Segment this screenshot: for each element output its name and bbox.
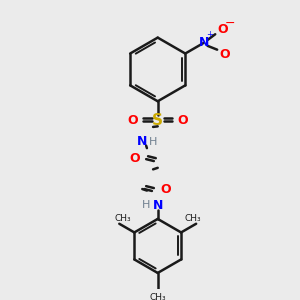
Text: O: O <box>129 152 140 165</box>
Text: CH₃: CH₃ <box>115 214 131 224</box>
Text: N: N <box>199 36 209 50</box>
Text: CH₃: CH₃ <box>184 214 201 224</box>
Text: N: N <box>152 199 163 212</box>
Text: O: O <box>178 114 188 127</box>
Text: H: H <box>149 137 157 147</box>
Text: N: N <box>137 135 148 148</box>
Text: O: O <box>160 182 171 196</box>
Text: CH₃: CH₃ <box>149 292 166 300</box>
Text: H: H <box>142 200 150 210</box>
Text: O: O <box>218 23 228 36</box>
Text: +: + <box>206 30 213 39</box>
Text: O: O <box>220 48 230 61</box>
Text: −: − <box>224 17 235 30</box>
Text: S: S <box>152 113 163 128</box>
Text: O: O <box>127 114 138 127</box>
